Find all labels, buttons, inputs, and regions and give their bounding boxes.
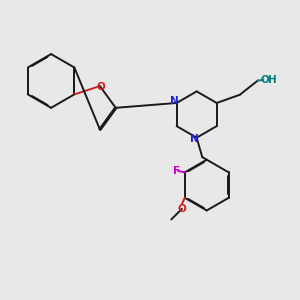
Text: H: H (268, 75, 276, 85)
Text: O: O (260, 75, 269, 85)
Text: N: N (190, 134, 198, 144)
Text: F: F (173, 166, 180, 176)
Text: N: N (169, 97, 178, 106)
Text: O: O (177, 204, 186, 214)
Text: O: O (96, 82, 105, 92)
